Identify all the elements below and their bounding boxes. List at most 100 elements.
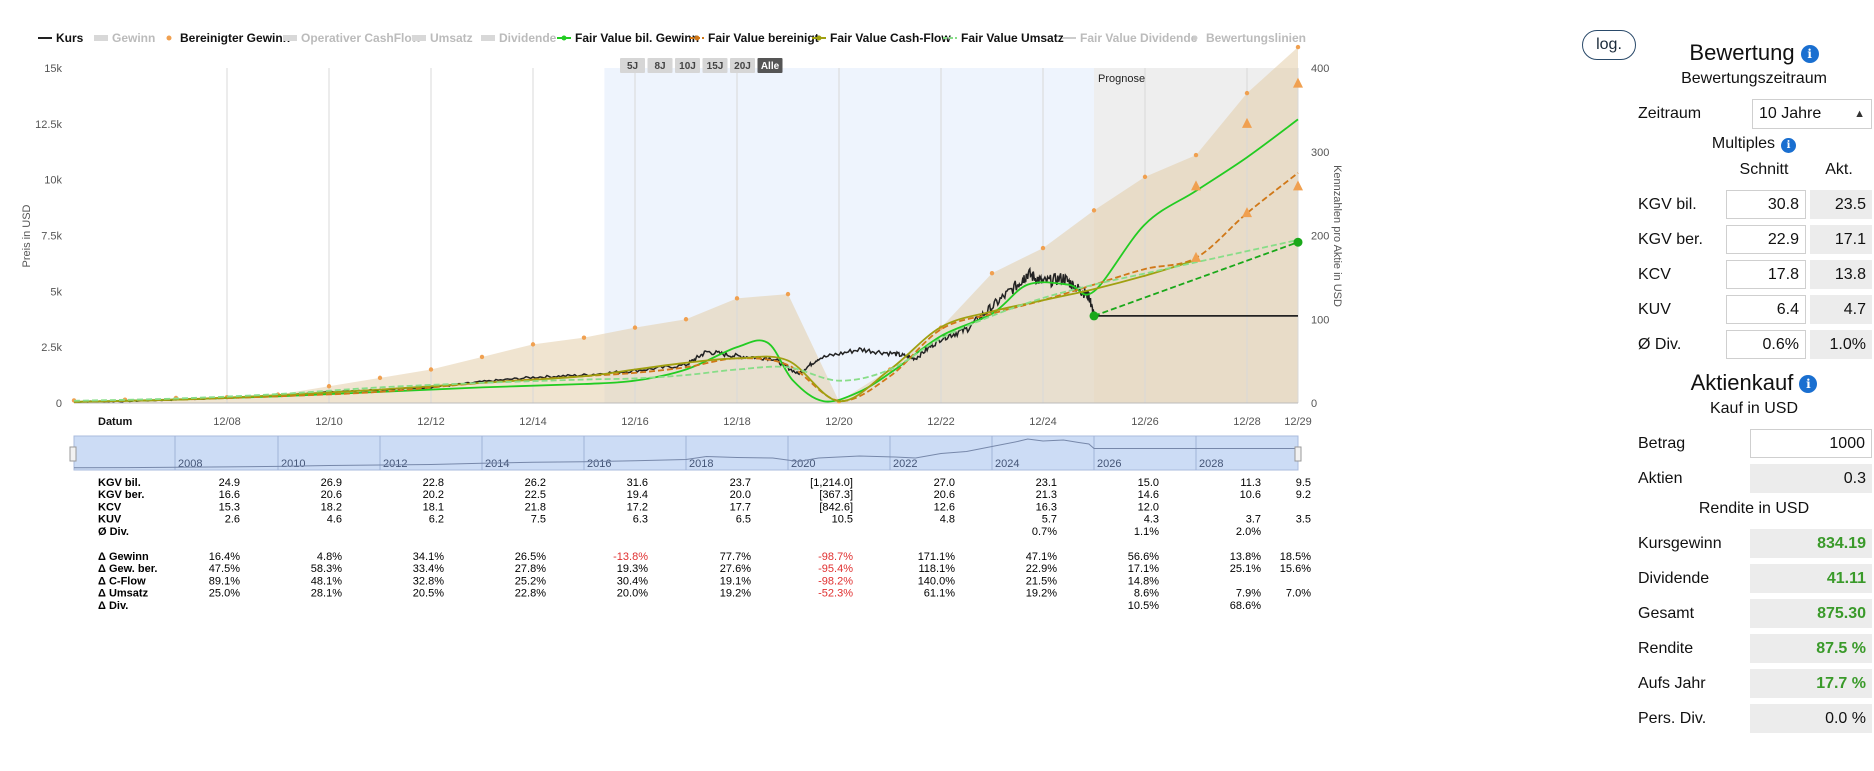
- table-cell: 18.1: [423, 501, 444, 513]
- legend-label: Fair Value bereinigt: [708, 31, 819, 45]
- range-button-bg: [757, 58, 783, 73]
- legend: Kurs Gewinn Bereinigter Gewinn Operativer C…: [38, 31, 1306, 45]
- table-cell: 17.7: [730, 501, 751, 513]
- x-tick-label: 12/26: [1131, 416, 1159, 428]
- info-icon[interactable]: i: [1781, 138, 1797, 153]
- series-fair-value-bereinigt: [73, 172, 1299, 403]
- table-cell: 0.7%: [1032, 526, 1057, 538]
- table-cell: 6.5: [736, 514, 751, 526]
- legend-symbol: [561, 35, 567, 41]
- legend-item[interactable]: Fair Value Cash-Flow: [812, 31, 951, 45]
- table-cell: 1.1%: [1134, 526, 1159, 538]
- result-value: 875.30: [1750, 599, 1872, 628]
- result-label: Dividende: [1638, 569, 1710, 587]
- range-button-10j[interactable]: 10J: [675, 58, 700, 73]
- legend-label: Fair Value bil. Gewinn: [575, 31, 699, 45]
- table-row-label: Ø Div.: [98, 526, 129, 538]
- table-cell: -13.8%: [613, 551, 648, 563]
- table-cell: 16.6: [219, 489, 240, 501]
- multiple-schnitt-input[interactable]: 22.9: [1726, 225, 1806, 254]
- navigator-label: 2026: [1097, 458, 1121, 470]
- table-cell: 20.0: [730, 489, 751, 501]
- legend-symbol: [1192, 35, 1198, 41]
- table-cell: 24.9: [219, 477, 240, 489]
- bereinigter-gewinn-point: [785, 291, 791, 297]
- betrag-input[interactable]: 1000: [1750, 429, 1872, 458]
- y-left-tick: 15k: [44, 63, 62, 75]
- x-tick-label: 12/14: [519, 416, 547, 428]
- range-button-20j[interactable]: 20J: [730, 58, 755, 73]
- valuation-chart: Kurs Gewinn Bereinigter Gewinn Operativer C…: [21, 31, 1343, 612]
- table-cell: 22.8: [423, 477, 444, 489]
- legend-item[interactable]: Fair Value Umsatz: [943, 31, 1064, 45]
- legend-item[interactable]: Fair Value Dividende: [1062, 31, 1198, 45]
- table-row-label: KGV bil.: [98, 477, 141, 489]
- range-button-15j[interactable]: 15J: [702, 58, 728, 73]
- range-button-label: 10J: [679, 61, 696, 72]
- legend-item[interactable]: Umsatz: [412, 31, 473, 45]
- table-row-label: Δ Gew. ber.: [98, 563, 157, 575]
- bereinigter-gewinn-point: [428, 367, 434, 372]
- range-button-bg: [702, 58, 728, 73]
- multiple-schnitt-input[interactable]: 30.8: [1726, 190, 1806, 219]
- info-icon[interactable]: i: [1799, 375, 1818, 393]
- zeitraum-select[interactable]: 10 Jahre ▲: [1752, 98, 1872, 129]
- series-fair-value-umsatz: [73, 239, 1299, 402]
- table-cell: [1,214.0]: [810, 477, 853, 489]
- table-row-label: KGV ber.: [98, 489, 144, 501]
- legend-item[interactable]: Fair Value bil. Gewinn: [557, 31, 699, 45]
- info-icon[interactable]: i: [1800, 45, 1819, 63]
- legend-label: Dividende: [499, 31, 557, 45]
- y-left-tick: 7.5k: [41, 231, 62, 243]
- multiple-schnitt-input[interactable]: 17.8: [1726, 260, 1806, 289]
- range-button-alle[interactable]: Alle: [757, 58, 783, 73]
- log-scale-button[interactable]: log.: [1582, 30, 1636, 60]
- pers-div-value: 0.0 %: [1750, 704, 1872, 733]
- kauf-heading: Kauf in USD: [1709, 400, 1799, 417]
- table-cell: 3.7: [1246, 514, 1261, 526]
- table-cell: 19.1%: [720, 575, 751, 587]
- table-row-label: Δ Gewinn: [98, 551, 149, 563]
- table-cell: [842.6]: [819, 501, 853, 513]
- multiple-schnitt-input[interactable]: 0.6%: [1726, 330, 1806, 359]
- select-arrows-icon: ▲: [1854, 107, 1865, 120]
- table-cell: 25.2%: [515, 575, 546, 587]
- table-cell: 27.8%: [515, 563, 546, 575]
- table-row-label: KUV: [98, 514, 122, 526]
- multiple-label: Ø Div.: [1638, 335, 1682, 353]
- multiple-row: KGV ber. 22.9 17.1: [1636, 222, 1872, 257]
- navigator-label: 2024: [995, 458, 1019, 470]
- legend-item[interactable]: Fair Value bereinigt: [690, 31, 819, 45]
- table-cell: 19.4: [627, 489, 648, 501]
- navigator-label: 2028: [1199, 458, 1223, 470]
- bereinigter-gewinn-point: [1295, 44, 1301, 50]
- legend-item[interactable]: Gewinn: [94, 31, 155, 45]
- table-cell: 21.3: [1036, 489, 1057, 501]
- range-button-8j[interactable]: 8J: [647, 58, 673, 73]
- table-cell: 11.3: [1240, 477, 1261, 489]
- range-button-bg: [675, 58, 700, 73]
- range-button-5j[interactable]: 5J: [620, 58, 645, 73]
- forecast-triangle-marker: [1191, 251, 1201, 262]
- bereinigter-gewinn-point: [632, 325, 638, 330]
- legend-item[interactable]: Kurs: [38, 31, 84, 45]
- bereinigter-gewinn-point: [1244, 90, 1250, 96]
- legend-item[interactable]: Bereinigter Gewinn: [166, 31, 291, 45]
- navigator-label: 2020: [791, 458, 815, 470]
- zeitraum-label: Zeitraum: [1638, 104, 1702, 122]
- table-cell: 12.6: [934, 501, 955, 513]
- zeitraum-heading: Bewertungszeitraum: [1681, 70, 1827, 87]
- table-cell: 14.8%: [1128, 575, 1159, 587]
- table-cell: 16.4%: [209, 551, 240, 563]
- legend-label: Kurs: [56, 31, 84, 45]
- legend-symbol: [166, 35, 172, 41]
- table-cell: 20.5%: [413, 588, 444, 600]
- legend-item[interactable]: Operativer CashFlow: [283, 31, 422, 45]
- multiple-schnitt-input[interactable]: 6.4: [1726, 295, 1806, 324]
- navigator[interactable]: 2008 2010 2012 2014 2016 2018 2020 2022 2024 2026…: [69, 435, 1302, 471]
- table-cell: 20.0%: [617, 588, 648, 600]
- legend-item[interactable]: Bewertungslinien: [1192, 31, 1307, 45]
- x-tick-label: 12/22: [927, 416, 955, 428]
- legend-item[interactable]: Dividende: [481, 31, 557, 45]
- range-button-label: 20J: [734, 61, 751, 72]
